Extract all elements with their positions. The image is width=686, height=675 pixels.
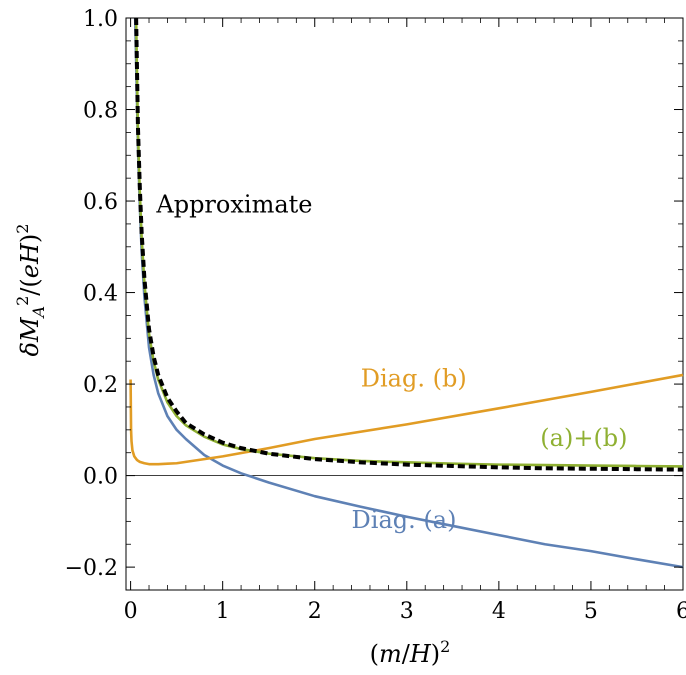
series-line-1	[129, 373, 684, 466]
annotation-0: Approximate	[155, 190, 312, 218]
series-layer	[129, 17, 684, 569]
annotation-2: (a)+(b)	[540, 424, 627, 452]
plot-frame	[125, 17, 684, 591]
tick-labels-layer: 0 1 2 3 4 5 6 −0.2 0.0 0.2 0.4 0.6 0.8 1.0	[65, 7, 686, 624]
x-axis-title: (m/H)2	[370, 637, 451, 668]
x-tick-label-5: 5	[584, 599, 598, 624]
y-tick-label-4: 0.6	[83, 190, 118, 215]
y-tick-label-1: 0.0	[83, 465, 118, 490]
x-tick-label-6: 6	[676, 599, 686, 624]
y-axis-title: δMA2/(eH)2	[13, 224, 48, 357]
plot-border	[125, 17, 684, 591]
x-tick-label-3: 3	[400, 599, 414, 624]
ticks-layer	[126, 17, 684, 591]
y-tick-label-0: −0.2	[65, 556, 118, 581]
annotation-3: Diag. (a)	[352, 506, 457, 534]
x-tick-label-2: 2	[308, 599, 322, 624]
series-line-3	[134, 17, 684, 472]
y-tick-label-6: 1.0	[83, 7, 118, 32]
series-line-2	[134, 17, 684, 468]
y-tick-label-2: 0.2	[83, 373, 118, 398]
x-tick-label-0: 0	[124, 599, 138, 624]
annotation-1: Diag. (b)	[361, 364, 467, 392]
x-tick-label-1: 1	[216, 599, 230, 624]
series-line-0	[133, 17, 684, 569]
annotations-layer: Approximate Diag. (b) (a)+(b) Diag. (a)	[155, 190, 627, 534]
x-tick-label-4: 4	[492, 599, 506, 624]
y-tick-label-5: 0.8	[83, 99, 118, 124]
y-tick-label-3: 0.4	[83, 282, 118, 307]
